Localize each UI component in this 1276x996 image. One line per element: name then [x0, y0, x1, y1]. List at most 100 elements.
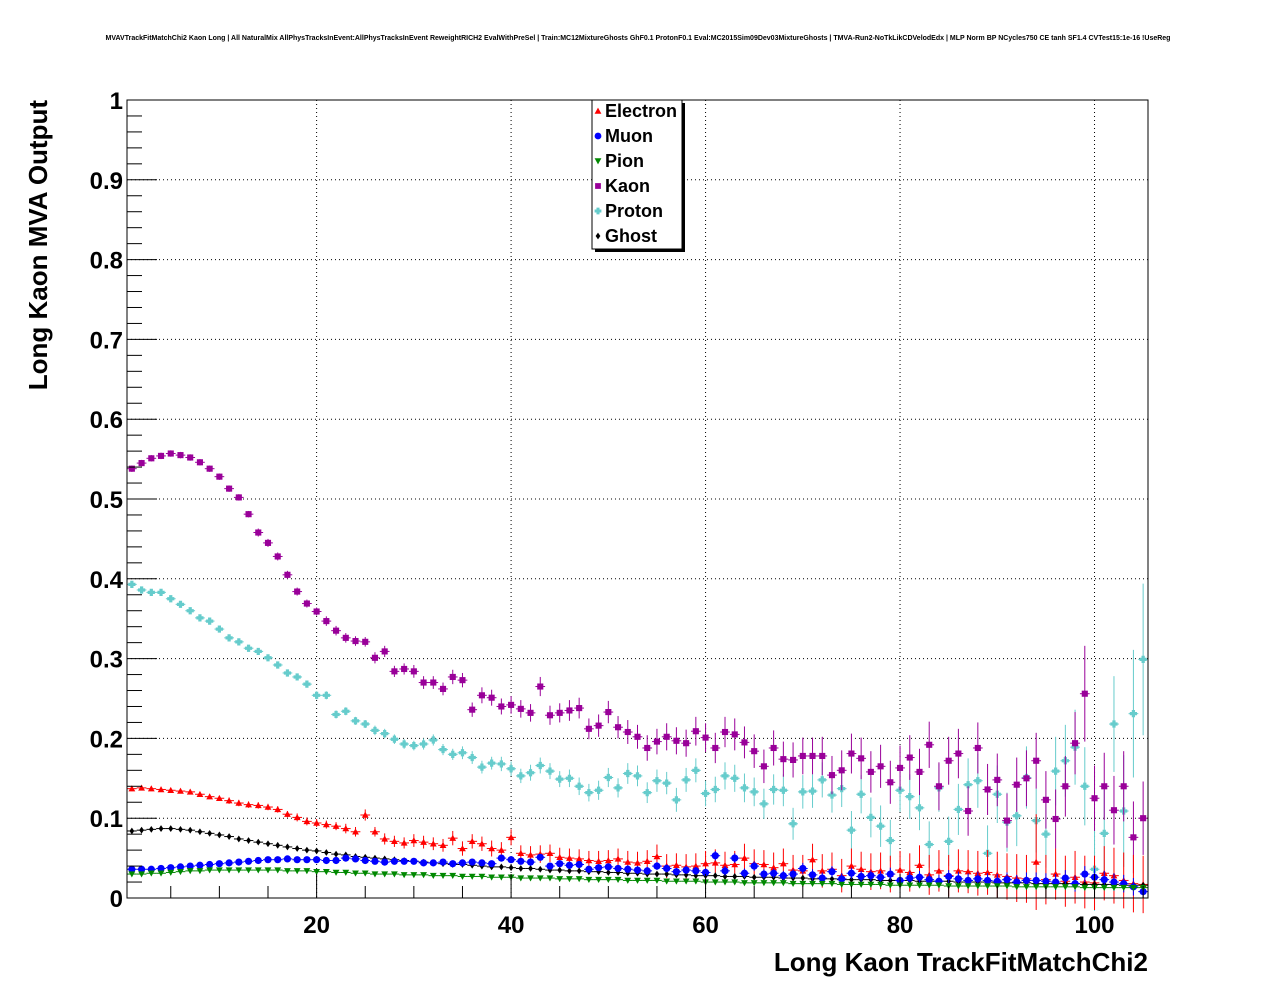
y-tick-label: 0.8	[90, 248, 123, 275]
y-tick-label: 1	[110, 88, 123, 115]
kaon-point	[683, 740, 690, 747]
kaon-point	[556, 709, 563, 716]
proton-point	[945, 837, 953, 845]
kaon-point	[1023, 775, 1030, 782]
muon-point	[322, 856, 330, 865]
proton-point	[595, 786, 603, 794]
electron-point	[809, 856, 816, 863]
pion-point	[313, 868, 321, 876]
pion-point	[245, 867, 252, 874]
muon-point	[1042, 877, 1050, 885]
electron-point	[575, 855, 583, 862]
y-tick-label: 0.1	[90, 806, 123, 833]
electron-point	[643, 857, 651, 865]
kaon-point	[323, 618, 330, 625]
electron-point	[857, 865, 865, 872]
proton-point	[303, 680, 311, 688]
kaon-point	[819, 752, 826, 760]
muon-point	[303, 856, 311, 864]
proton-point	[244, 644, 253, 652]
kaon-point	[439, 685, 447, 692]
muon-point	[332, 856, 340, 865]
ghost-point	[148, 825, 154, 833]
proton-point	[381, 730, 389, 738]
pion-point	[293, 868, 301, 875]
muon-point	[313, 856, 321, 864]
x-tick-label: 40	[498, 912, 525, 939]
proton-point	[876, 822, 885, 830]
proton-point	[536, 761, 544, 770]
proton-point	[1139, 655, 1147, 663]
electron-point	[254, 802, 262, 809]
ghost-point	[576, 867, 582, 875]
proton-point	[322, 691, 330, 699]
legend-label-muon: Muon	[605, 126, 653, 146]
muon-point	[633, 866, 642, 874]
proton-point	[186, 607, 194, 615]
muon-point	[799, 864, 807, 873]
kaon-point	[537, 683, 544, 690]
pion-point	[1071, 884, 1079, 891]
proton-point	[760, 800, 768, 808]
kaon-point	[196, 459, 203, 466]
muon-point	[721, 867, 729, 875]
kaon-point	[342, 634, 349, 641]
y-tick-label: 0.7	[90, 327, 123, 354]
muon-point	[196, 861, 204, 869]
kaon-point	[255, 529, 262, 536]
ghost-point	[732, 873, 738, 880]
proton-point	[614, 784, 622, 792]
ghost-point	[236, 835, 242, 843]
proton-point	[653, 777, 661, 785]
proton-point	[167, 595, 175, 603]
pion-point	[429, 872, 437, 880]
kaon-point	[741, 739, 748, 746]
pion-point	[264, 867, 272, 874]
pion-point	[235, 867, 243, 874]
kaon-point	[916, 768, 923, 775]
pion-point	[984, 883, 991, 890]
kaon-point	[896, 764, 904, 771]
proton-point	[264, 654, 272, 662]
proton-point	[789, 820, 797, 828]
proton-point	[196, 614, 204, 622]
proton-point	[254, 647, 262, 656]
pion-point	[1032, 884, 1040, 891]
ghost-point	[285, 843, 290, 851]
kaon-point	[430, 679, 437, 686]
muon-point	[1032, 876, 1040, 885]
electron-point	[595, 857, 603, 865]
electron-point	[206, 793, 214, 800]
y-tick-label: 0	[110, 886, 123, 913]
pion-point	[303, 868, 311, 875]
pion-point	[672, 878, 680, 885]
kaon-point	[1003, 817, 1011, 824]
muon-point	[458, 859, 467, 867]
kaon-point	[994, 776, 1001, 783]
muon-point	[137, 865, 146, 873]
pion-point	[585, 876, 593, 884]
electron-point	[566, 854, 573, 861]
pion-point	[935, 882, 943, 889]
y-tick-label: 0.9	[90, 168, 123, 195]
legend-box	[591, 99, 683, 250]
pion-point	[497, 874, 505, 881]
muon-point	[789, 870, 797, 878]
kaon-point	[245, 511, 252, 518]
legend-label-ghost: Ghost	[605, 226, 657, 246]
pion-point	[167, 869, 175, 876]
kaon-point	[284, 571, 291, 578]
pion-point	[546, 875, 554, 882]
kaon-point	[877, 763, 884, 770]
ghost-point	[323, 849, 329, 856]
muon-point	[283, 855, 292, 863]
pion-point	[556, 876, 564, 883]
muon-point	[838, 875, 846, 883]
ghost-point	[246, 837, 251, 844]
muon-point	[867, 872, 875, 880]
muon-point	[672, 868, 680, 876]
kaon-point	[799, 752, 806, 760]
pion-point	[400, 872, 408, 879]
proton-point	[342, 707, 350, 715]
pion-point	[604, 876, 612, 884]
